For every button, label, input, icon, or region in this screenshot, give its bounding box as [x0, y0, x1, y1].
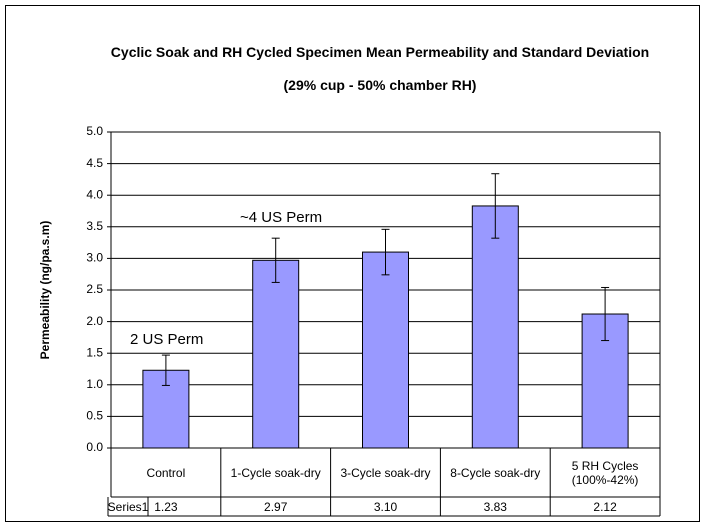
y-tick-label: 3.0 — [86, 251, 103, 265]
legend-label: Series1 — [107, 499, 149, 514]
bar — [362, 251, 409, 449]
category-label: 1-Cycle soak-dry — [230, 465, 321, 480]
chart-title: Cyclic Soak and RH Cycled Specimen Mean … — [110, 44, 650, 60]
y-tick-label: 3.5 — [86, 219, 103, 233]
annotation: ~4 US Perm — [240, 209, 322, 226]
annotation: 2 US Perm — [130, 331, 203, 348]
y-tick-label: 2.0 — [86, 314, 103, 328]
y-tick-label: 0.5 — [86, 409, 103, 423]
y-tick-label: 4.0 — [86, 187, 103, 201]
data-label: 2.12 — [593, 499, 617, 514]
category-label: 5 RH Cycles (100%-42%) — [571, 458, 639, 487]
category-label: Control — [146, 465, 186, 480]
category-label: 8-Cycle soak-dry — [450, 465, 541, 480]
y-tick-label: 5.0 — [86, 124, 103, 138]
data-label: 3.10 — [373, 499, 398, 514]
y-tick-label: 1.5 — [86, 345, 103, 359]
y-tick-label: 0.0 — [86, 440, 103, 454]
y-tick-label: 2.5 — [86, 282, 103, 296]
chart-subtitle: (29% cup - 50% chamber RH) — [283, 77, 477, 93]
data-label: 1.23 — [154, 499, 178, 514]
bar — [252, 259, 300, 449]
data-label: 2.97 — [264, 499, 288, 514]
y-tick-label: 4.5 — [86, 156, 103, 170]
y-tick-label: 1.0 — [86, 377, 103, 391]
category-label: 3-Cycle soak-dry — [340, 465, 431, 480]
data-label: 3.83 — [483, 499, 507, 514]
y-axis-label: Permeability (ng/pa.s.m) — [38, 221, 52, 360]
bar — [471, 205, 519, 449]
